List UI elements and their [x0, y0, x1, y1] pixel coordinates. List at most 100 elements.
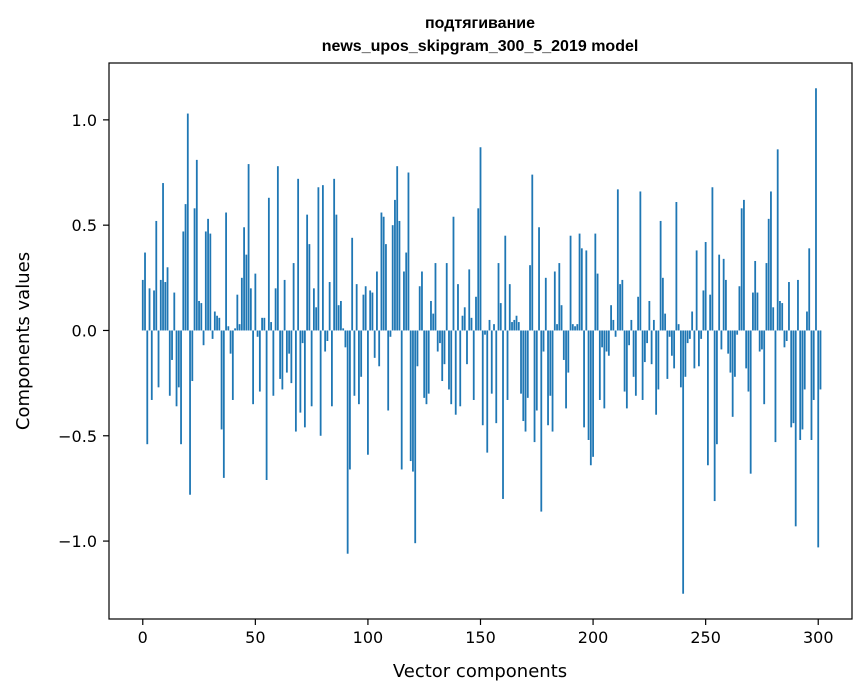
bar-152: [484, 330, 486, 335]
bar-294: [803, 330, 806, 390]
bar-276: [763, 330, 766, 405]
bar-64: [285, 330, 288, 373]
bar-144: [466, 330, 468, 365]
bar-242: [686, 330, 689, 344]
bar-95: [355, 284, 358, 331]
bar-156: [493, 324, 495, 331]
x-axis-ticks: 0 50 100 150 200 250 300: [138, 619, 834, 647]
bar-196: [583, 330, 585, 428]
bar-222: [641, 330, 644, 400]
bar-60: [276, 166, 279, 331]
bar-37: [225, 212, 227, 331]
bar-91: [346, 330, 349, 554]
bar-207: [607, 330, 610, 356]
bar-45: [243, 227, 245, 331]
bar-42: [236, 294, 239, 331]
bar-278: [767, 218, 770, 331]
bar-76: [312, 288, 315, 331]
bar-193: [576, 324, 579, 331]
bar-8: [159, 279, 162, 331]
bar-180: [547, 330, 549, 426]
bar-119: [409, 330, 412, 462]
bar-194: [578, 233, 581, 331]
bar-22: [191, 330, 194, 382]
bar-58: [272, 330, 275, 396]
bar-92: [349, 330, 351, 470]
bar-154: [488, 319, 491, 331]
bar-126: [425, 330, 428, 405]
bar-139: [454, 330, 457, 415]
bar-98: [362, 294, 365, 331]
bar-162: [506, 330, 509, 400]
bar-0: [141, 279, 144, 331]
bar-269: [747, 330, 750, 392]
bar-282: [776, 149, 779, 331]
bar-135: [445, 263, 448, 331]
bar-145: [468, 269, 471, 331]
bar-296: [808, 248, 811, 331]
bar-10: [164, 282, 167, 331]
bar-123: [418, 286, 421, 331]
bar-200: [592, 330, 594, 457]
bar-272: [754, 260, 757, 331]
bar-167: [517, 322, 520, 331]
bar-231: [661, 277, 664, 331]
bar-67: [292, 263, 295, 331]
bar-128: [430, 300, 432, 331]
bar-203: [598, 330, 601, 400]
bar-27: [202, 330, 205, 346]
bar-141: [459, 330, 462, 407]
bar-147: [472, 330, 475, 400]
bar-109: [387, 330, 390, 411]
bars-group: [141, 88, 822, 594]
bar-33: [216, 315, 218, 331]
bar-111: [391, 225, 394, 331]
bar-224: [646, 330, 649, 344]
bar-181: [549, 330, 552, 396]
bar-49: [252, 330, 254, 405]
bar-137: [450, 330, 453, 405]
bar-255: [716, 330, 718, 445]
y-tick-label: −0.5: [58, 427, 97, 446]
bar-102: [371, 292, 374, 331]
bar-50: [254, 273, 257, 331]
bar-62: [281, 330, 284, 390]
bar-133: [441, 330, 444, 382]
bar-261: [729, 330, 732, 373]
bar-163: [508, 284, 511, 331]
bar-36: [222, 330, 225, 478]
bar-13: [171, 330, 173, 360]
bar-38: [227, 326, 230, 331]
bar-273: [756, 292, 759, 331]
bar-17: [180, 330, 182, 445]
bar-132: [439, 330, 441, 344]
bar-142: [461, 315, 464, 331]
bar-219: [634, 330, 637, 396]
bar-290: [794, 330, 797, 527]
bar-51: [256, 330, 259, 337]
bar-85: [333, 178, 336, 331]
bar-299: [815, 88, 817, 331]
bar-250: [704, 242, 707, 331]
bar-43: [238, 324, 241, 331]
bar-295: [806, 311, 808, 331]
bar-1: [144, 252, 146, 331]
bar-158: [497, 263, 500, 331]
bar-267: [743, 199, 745, 331]
bar-83: [328, 282, 331, 331]
bar-275: [761, 330, 763, 350]
bar-283: [779, 300, 781, 331]
bar-3: [148, 288, 151, 331]
bar-39: [229, 330, 232, 354]
bar-286: [785, 330, 788, 341]
bar-223: [643, 330, 646, 363]
bar-291: [797, 279, 799, 331]
bar-252: [709, 294, 712, 331]
bar-84: [331, 330, 333, 407]
bar-41: [234, 328, 236, 331]
bar-183: [553, 271, 556, 331]
x-tick-label: 0: [138, 628, 148, 647]
bar-21: [189, 330, 191, 495]
bar-243: [688, 330, 691, 339]
bar-245: [693, 330, 696, 369]
